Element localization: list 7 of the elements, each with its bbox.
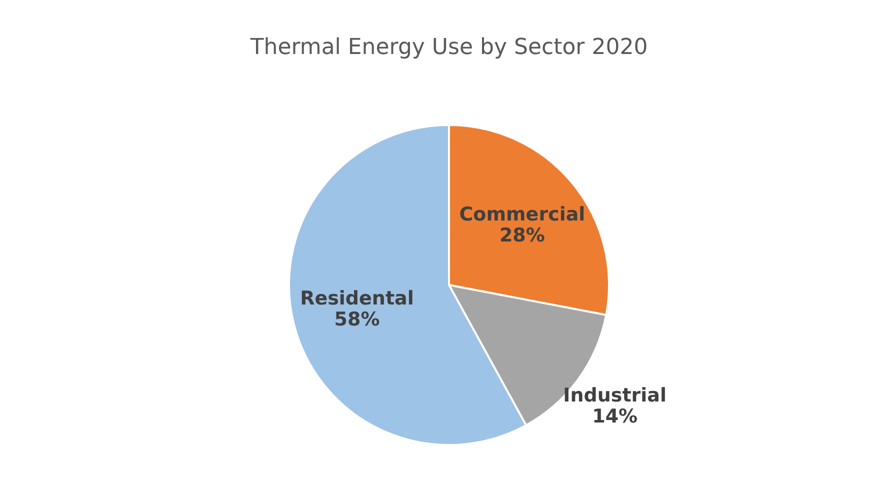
data-label: 28% bbox=[499, 224, 545, 246]
slice-label: Industrial bbox=[563, 384, 667, 406]
slice-label: Residental bbox=[300, 288, 414, 310]
slice-label: Commercial bbox=[459, 203, 586, 226]
chart-title: Thermal Energy Use by Sector 2020 bbox=[249, 35, 648, 60]
data-label: 58% bbox=[334, 308, 380, 331]
data-label: 14% bbox=[592, 405, 638, 428]
